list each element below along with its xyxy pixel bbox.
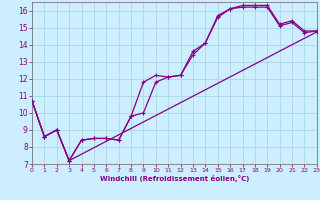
X-axis label: Windchill (Refroidissement éolien,°C): Windchill (Refroidissement éolien,°C) — [100, 175, 249, 182]
